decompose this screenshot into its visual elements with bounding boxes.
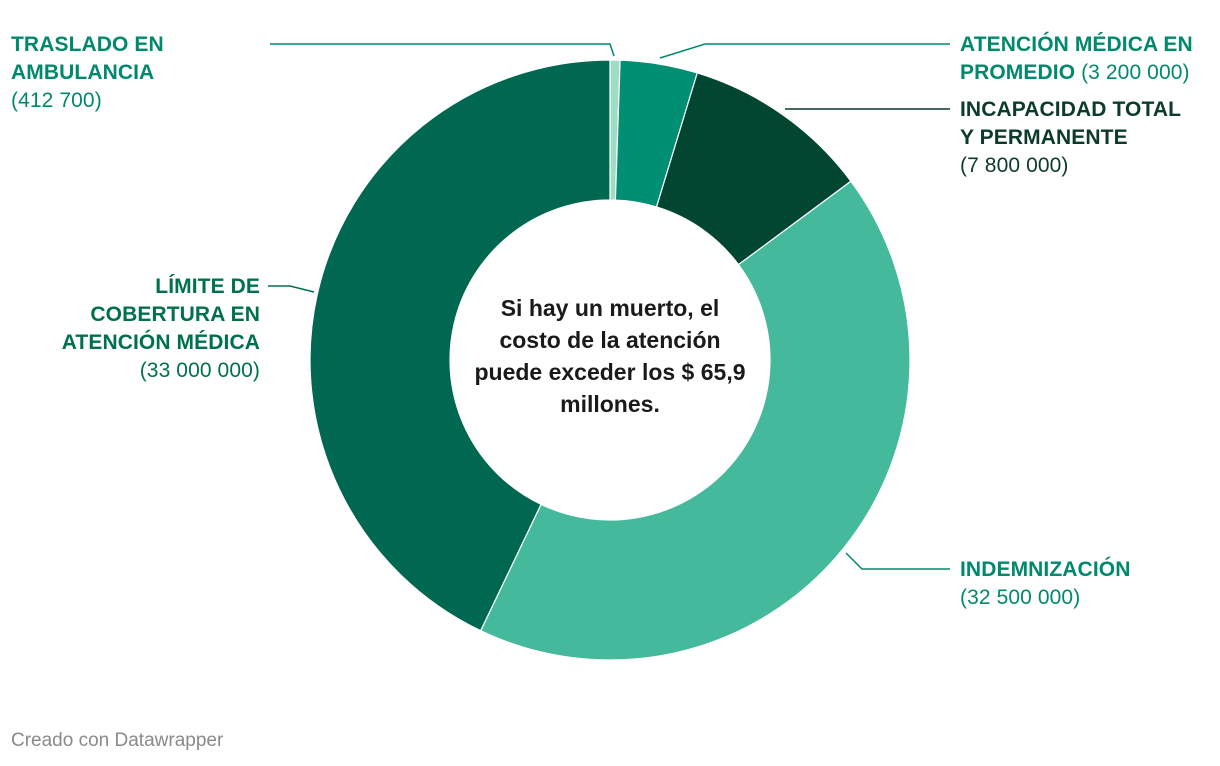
footer-credit: Creado con Datawrapper bbox=[11, 730, 224, 751]
label-incapacidad: INCAPACIDAD TOTAL Y PERMANENTE (7 800 00… bbox=[960, 96, 1181, 180]
label-traslado-line1: TRASLADO EN bbox=[11, 33, 164, 56]
label-traslado: TRASLADO EN AMBULANCIA (412 700) bbox=[11, 31, 164, 115]
label-limite: LÍMITE DE COBERTURA EN ATENCIÓN MÉDICA (… bbox=[20, 273, 260, 385]
label-incapacidad-line2: Y PERMANENTE bbox=[960, 126, 1128, 149]
label-indemnizacion-value: (32 500 000) bbox=[960, 586, 1081, 609]
label-limite-line1: LÍMITE DE bbox=[155, 275, 260, 298]
slice-limite bbox=[309, 59, 611, 632]
label-atencion-line2: PROMEDIO bbox=[960, 61, 1076, 84]
label-atencion-value: (3 200 000) bbox=[1081, 61, 1190, 84]
center-text: Si hay un muerto, el costo de la atenció… bbox=[474, 295, 746, 417]
slice-indemnizacion bbox=[479, 180, 911, 661]
label-atencion-line1: ATENCIÓN MÉDICA EN bbox=[960, 33, 1193, 56]
leader-line-limite bbox=[268, 285, 315, 293]
label-limite-line3: ATENCIÓN MÉDICA bbox=[61, 331, 260, 354]
leader-line-indemnizacion bbox=[845, 552, 950, 570]
label-atencion: ATENCIÓN MÉDICA EN PROMEDIO (3 200 000) bbox=[960, 31, 1193, 87]
label-incapacidad-line1: INCAPACIDAD TOTAL bbox=[960, 98, 1182, 121]
label-traslado-value: (412 700) bbox=[11, 89, 102, 112]
label-traslado-line2: AMBULANCIA bbox=[11, 61, 155, 84]
label-limite-line2: COBERTURA EN bbox=[90, 303, 260, 326]
label-limite-value: (33 000 000) bbox=[139, 359, 260, 382]
label-indemnizacion-line1: INDEMNIZACIÓN bbox=[960, 558, 1131, 581]
label-indemnizacion: INDEMNIZACIÓN (32 500 000) bbox=[960, 556, 1130, 612]
label-incapacidad-value: (7 800 000) bbox=[960, 154, 1069, 177]
leader-line-traslado bbox=[270, 43, 615, 57]
leader-line-atencion bbox=[659, 43, 950, 59]
